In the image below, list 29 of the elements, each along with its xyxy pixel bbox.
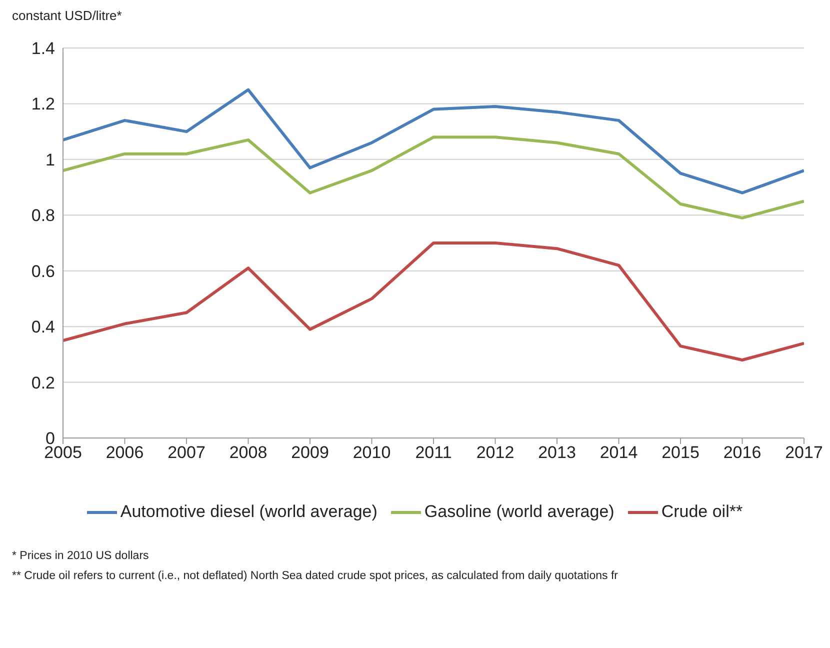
y-tick-label: 1.2 [31,94,55,114]
text: * Prices in 2010 US dollars [12,550,150,562]
x-tick-label: 2017 [785,443,823,462]
legend-label: Automotive diesel (world average) [120,502,378,522]
y-tick-label: 0.2 [31,373,55,392]
x-tick-label: 2007 [168,443,206,462]
y-tick-label: 1.4 [31,39,55,58]
x-tick-label: 2006 [106,443,144,462]
x-tick-label: 2016 [723,443,762,462]
y-axis-title: constant USD/litre* [12,8,123,25]
x-tick-label: 2015 [662,443,700,462]
x-tick-label: 2008 [229,443,268,462]
line-series [63,136,804,220]
x-tick-label: 2011 [415,443,452,462]
x-tick-label: 2010 [352,443,391,462]
x-tick-label: 2009 [291,443,329,462]
x-tick-label: 2014 [600,443,638,462]
y-tick-label: 0.6 [31,262,55,281]
legend-label: Crude oil** [661,502,743,522]
y-tick-label: 1 [46,150,55,170]
legend-label: Gasoline (world average) [424,502,614,522]
x-tick-label: 2005 [44,443,82,462]
line-series [63,88,804,194]
y-tick-label: 0.4 [31,318,55,337]
x-tick-label: 2012 [476,443,514,462]
text: ** Crude oil refers to current (i.e., not deflated) North Sea dated crude spot prices, as calculated from daily quotations fr [12,570,619,582]
y-tick-label: 0.8 [31,206,55,226]
line-series [63,242,804,362]
x-tick-label: 2013 [538,443,576,462]
